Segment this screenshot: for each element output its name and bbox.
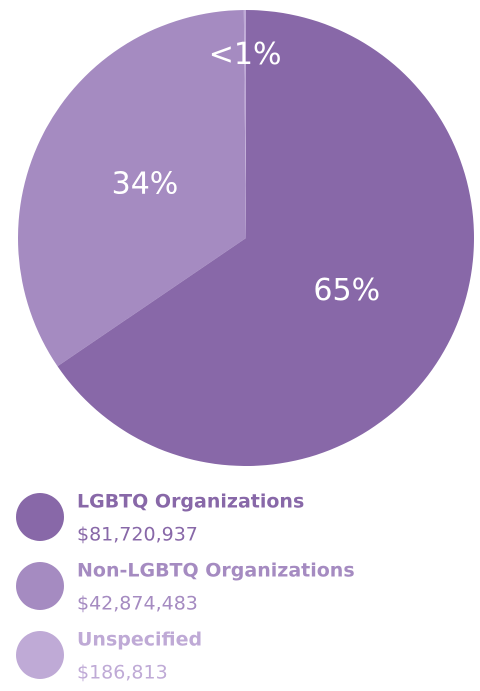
legend-label: LGBTQ Organizations <box>77 491 304 513</box>
legend-amount: $81,720,937 <box>77 524 198 546</box>
legend-swatch <box>16 631 64 679</box>
legend-swatch <box>16 562 64 610</box>
pie-slice <box>57 10 474 467</box>
legend-amount: $42,874,483 <box>77 593 198 615</box>
slice-label: <1% <box>209 37 282 72</box>
pie-slice <box>17 10 246 367</box>
legend-amount: $186,813 <box>77 662 168 684</box>
legend-label: Non-LGBTQ Organizations <box>77 560 355 582</box>
slice-label: 34% <box>112 167 179 202</box>
slice-label: 65% <box>313 273 380 308</box>
pie-slice <box>243 10 246 238</box>
legend-label: Unspecified <box>77 629 202 651</box>
legend-swatch <box>16 493 64 541</box>
